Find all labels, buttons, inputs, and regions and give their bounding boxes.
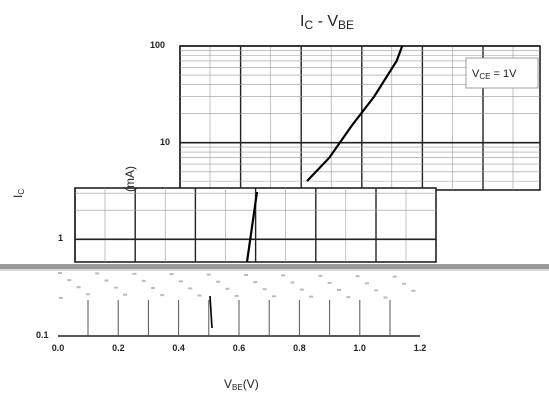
y-label-main: IC <box>11 189 26 198</box>
scan-noise <box>85 293 90 296</box>
scan-noise <box>104 279 109 282</box>
title-sep-sub: BE <box>338 18 354 32</box>
x-tick-label: 0.6 <box>233 343 246 353</box>
x-tick-labels: 0.0 0.2 0.4 0.6 0.8 1.0 1.2 <box>52 343 427 353</box>
y-tick-label: 1 <box>58 233 63 243</box>
title-sep: - V <box>313 13 338 30</box>
legend-box: VCE = 1V <box>465 57 539 89</box>
y-tick-label: 0.1 <box>36 330 49 340</box>
legend-rest: = 1V <box>490 68 517 80</box>
scan-noise <box>355 275 360 278</box>
scan-noise <box>58 272 62 274</box>
y-tick-label: 10 <box>160 137 170 147</box>
ylabel-sub: C <box>17 189 26 195</box>
scan-noise <box>271 295 276 298</box>
title-main: I <box>300 13 304 30</box>
scan-noise <box>383 296 388 299</box>
y-axis-label: IC (mA) <box>11 166 137 198</box>
x-tick-label: 0.4 <box>172 343 185 353</box>
scan-noise <box>132 272 137 275</box>
scan-noise <box>197 294 202 297</box>
scan-noise <box>290 281 295 284</box>
scan-noise <box>58 296 63 299</box>
scan-noise <box>76 286 81 289</box>
y-tick-label: 100 <box>150 40 165 50</box>
scan-noise <box>216 280 221 283</box>
xlabel-unit: (V) <box>243 377 259 391</box>
scan-noise <box>392 275 397 278</box>
x-axis-label: VBE(V) <box>224 377 259 392</box>
scan-noise <box>318 274 323 277</box>
scan-noise <box>299 288 304 291</box>
scan-noise <box>95 272 100 275</box>
curve-layer <box>209 45 404 329</box>
scan-noise <box>169 273 174 276</box>
chart-title: IC - VBE <box>300 13 354 32</box>
legend-main: V <box>472 68 480 80</box>
x-tick-label: 1.0 <box>353 343 366 353</box>
scan-noise <box>67 279 72 282</box>
legend-text: VCE = 1V <box>472 68 517 81</box>
scan-noise <box>178 280 183 283</box>
scan-noise <box>411 289 416 292</box>
x-tick-label: 1.2 <box>414 343 427 353</box>
x-tick-label: 0.2 <box>112 343 125 353</box>
scan-noise <box>225 287 230 290</box>
scan-noise <box>327 281 332 284</box>
scan-noise <box>160 294 165 297</box>
ylabel-main: I <box>11 195 25 198</box>
scan-noise <box>281 274 286 277</box>
x-tick-label: 0.8 <box>293 343 306 353</box>
series-curve-upper <box>306 45 404 182</box>
scan-noise <box>113 286 118 289</box>
scan-noise <box>262 288 267 291</box>
x-tick-label: 0.0 <box>52 343 65 353</box>
scan-noise <box>234 294 239 297</box>
xlabel-sub: BE <box>232 383 243 392</box>
scan-artifact-band <box>0 264 549 271</box>
series-curve-fragment <box>209 295 213 329</box>
y-label-unit: (mA) <box>123 166 137 192</box>
scan-noise <box>337 289 341 291</box>
scan-noise <box>364 282 369 285</box>
legend-frame <box>465 57 539 89</box>
scan-noise <box>206 273 211 276</box>
series-curve-lower <box>245 191 259 263</box>
xlabel-main: V <box>224 377 232 391</box>
legend-sub: CE <box>479 72 490 81</box>
scan-noise <box>346 296 351 299</box>
y-tick-labels: 0.1 1 10 100 <box>36 40 170 340</box>
scan-noise <box>309 295 314 298</box>
scan-noise <box>188 287 193 290</box>
scan-noise <box>402 282 407 285</box>
scan-noise <box>253 281 258 284</box>
scan-noise <box>244 274 248 276</box>
scan-noise <box>151 287 155 289</box>
scan-noise <box>141 279 146 282</box>
title-main-sub: C <box>304 18 313 32</box>
scan-noise <box>374 289 379 292</box>
scan-noise <box>123 293 128 296</box>
